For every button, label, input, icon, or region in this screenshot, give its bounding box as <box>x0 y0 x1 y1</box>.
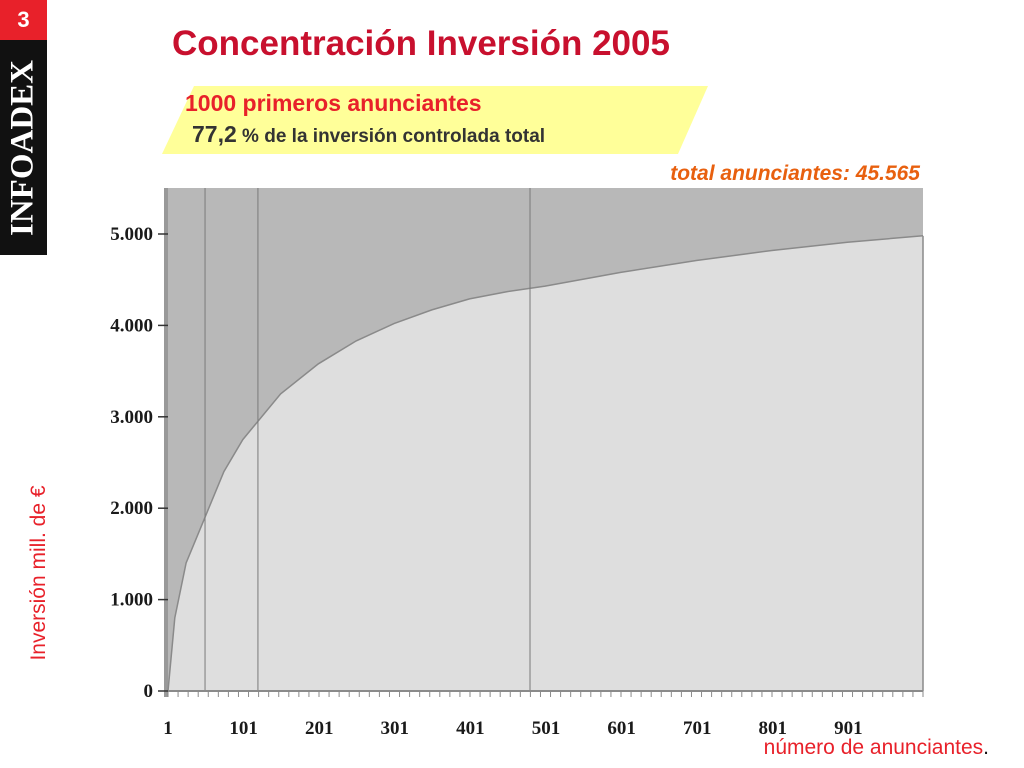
x-tick-label: 901 <box>834 718 863 739</box>
y-tick-label: 0 <box>144 681 154 702</box>
y-tick-label: 3.000 <box>110 407 153 428</box>
x-tick-label: 401 <box>456 718 485 739</box>
y-tick-label: 1.000 <box>110 590 153 611</box>
x-tick-label: 501 <box>532 718 561 739</box>
y-tick-label: 2.000 <box>110 498 153 519</box>
x-tick-label: 701 <box>683 718 712 739</box>
total-advertisers-note: total anunciantes: 45.565 <box>670 162 920 185</box>
x-tick-label: 801 <box>759 718 788 739</box>
y-tick-label: 5.000 <box>110 224 153 245</box>
banner-headline: 1000 primeros anunciantes <box>185 90 482 116</box>
x-axis-label: número de anunciantes. <box>764 736 989 760</box>
plot-left-edge <box>164 188 168 697</box>
banner-subline: 77,2 % de la inversión controlada total <box>192 121 545 148</box>
slide-number: 3 <box>0 0 47 40</box>
x-tick-label: 301 <box>381 718 410 739</box>
x-tick-label: 601 <box>607 718 636 739</box>
x-axis-label-dot: . <box>983 736 989 759</box>
x-tick-label: 201 <box>305 718 334 739</box>
x-tick-label: 101 <box>229 718 258 739</box>
x-tick-label: 1 <box>163 718 173 739</box>
y-tick-label: 4.000 <box>110 315 153 336</box>
y-axis-label: Inversión mill. de € <box>27 485 50 661</box>
banner-percent: 77,2 <box>192 121 237 147</box>
banner-rest: % de la inversión controlada total <box>236 126 546 147</box>
side-badge: 3 INFOADEX <box>0 0 47 255</box>
page-title: Concentración Inversión 2005 <box>172 24 670 63</box>
banner-background <box>162 86 708 154</box>
series-area <box>168 235 923 692</box>
x-axis-label-text: número de anunciantes <box>763 736 984 759</box>
